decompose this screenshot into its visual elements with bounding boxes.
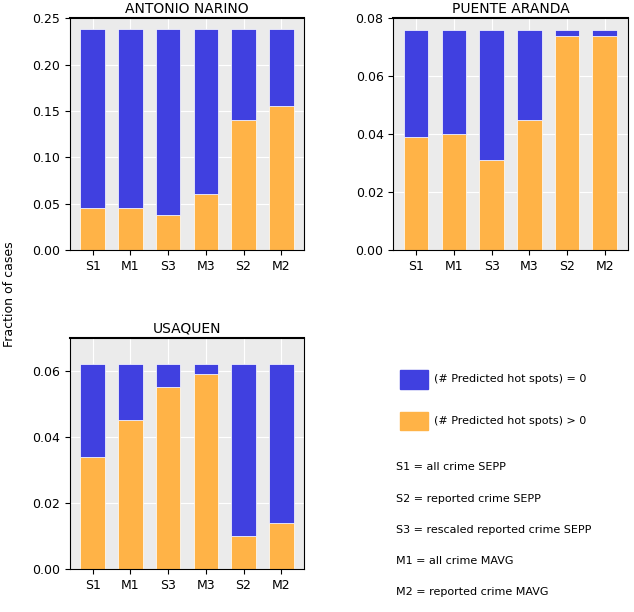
Bar	[156, 387, 180, 569]
Bar	[404, 137, 429, 250]
Bar	[193, 194, 218, 250]
Bar	[156, 364, 180, 387]
Bar	[593, 30, 617, 35]
Text: Fraction of cases: Fraction of cases	[3, 241, 16, 346]
Text: M1 = all crime MAVG: M1 = all crime MAVG	[396, 556, 514, 566]
Text: M2 = reported crime MAVG: M2 = reported crime MAVG	[396, 588, 549, 597]
Bar	[118, 29, 143, 208]
Text: S3 = rescaled reported crime SEPP: S3 = rescaled reported crime SEPP	[396, 525, 592, 535]
Bar	[269, 523, 294, 569]
Title: ANTONIO NARINO: ANTONIO NARINO	[125, 2, 249, 16]
Text: (# Predicted hot spots) > 0: (# Predicted hot spots) > 0	[434, 416, 586, 426]
Bar	[517, 119, 541, 250]
Bar	[81, 457, 105, 569]
Bar	[193, 364, 218, 374]
Bar	[118, 208, 143, 250]
Bar	[269, 29, 294, 106]
Bar	[593, 35, 617, 250]
Text: S2 = reported crime SEPP: S2 = reported crime SEPP	[396, 493, 541, 504]
Bar	[517, 30, 541, 119]
Bar	[479, 160, 504, 250]
Bar	[156, 215, 180, 250]
Bar	[81, 364, 105, 457]
Bar	[404, 30, 429, 137]
Bar	[442, 134, 466, 250]
Bar	[555, 35, 579, 250]
Text: S1 = all crime SEPP: S1 = all crime SEPP	[396, 462, 507, 472]
Bar	[555, 30, 579, 35]
Bar	[269, 106, 294, 250]
Bar	[442, 30, 466, 134]
Bar	[193, 29, 218, 194]
Bar	[479, 30, 504, 160]
Bar	[81, 29, 105, 208]
Bar	[118, 420, 143, 569]
Text: (# Predicted hot spots) = 0: (# Predicted hot spots) = 0	[434, 375, 587, 384]
Bar	[193, 374, 218, 569]
Bar	[81, 208, 105, 250]
Bar	[231, 364, 256, 536]
Bar	[231, 120, 256, 250]
Bar	[231, 29, 256, 120]
Bar	[156, 29, 180, 215]
Bar	[118, 364, 143, 420]
Bar	[231, 536, 256, 569]
Title: USAQUEN: USAQUEN	[153, 321, 221, 335]
Bar	[269, 364, 294, 523]
Title: PUENTE ARANDA: PUENTE ARANDA	[451, 2, 569, 16]
